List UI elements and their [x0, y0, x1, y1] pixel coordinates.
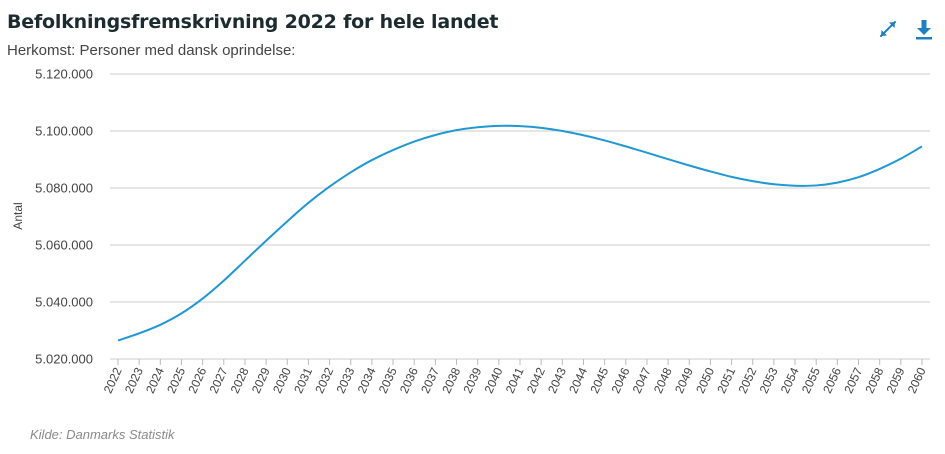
x-tick-label: 2044 — [566, 365, 590, 395]
x-axis-ticks: 2022202320242025202620272028202920302031… — [101, 359, 929, 395]
x-tick-label: 2048 — [651, 365, 675, 395]
x-tick-label: 2034 — [355, 365, 379, 395]
chart-title: Befolkningsfremskrivning 2022 for hele l… — [7, 11, 499, 33]
x-tick-label: 2041 — [503, 365, 527, 395]
y-tick-label: 5.080.000 — [35, 181, 93, 196]
x-tick-label: 2035 — [376, 365, 400, 395]
x-tick-label: 2045 — [587, 365, 611, 395]
grid-lines — [110, 73, 930, 360]
series-line — [117, 124, 923, 342]
x-tick-label: 2039 — [460, 365, 484, 395]
x-tick-label: 2052 — [735, 365, 759, 395]
series-lines — [117, 124, 923, 342]
x-tick-label: 2027 — [207, 365, 231, 395]
x-tick-label: 2056 — [820, 365, 844, 395]
x-tick-label: 2058 — [862, 365, 886, 395]
download-icon[interactable] — [913, 18, 935, 40]
x-tick-label: 2028 — [228, 365, 252, 395]
x-tick-label: 2022 — [101, 365, 125, 395]
x-tick-label: 2029 — [249, 365, 273, 395]
x-tick-label: 2030 — [270, 365, 294, 395]
x-tick-label: 2023 — [122, 365, 146, 395]
y-tick-label: 5.060.000 — [35, 238, 93, 253]
y-axis-title: Antal — [11, 202, 25, 229]
x-tick-label: 2049 — [672, 365, 696, 395]
x-tick-label: 2032 — [312, 365, 336, 395]
x-tick-label: 2033 — [333, 365, 357, 395]
y-tick-label: 5.100.000 — [35, 124, 93, 139]
x-tick-label: 2050 — [693, 365, 717, 395]
x-tick-label: 2051 — [714, 365, 738, 395]
expand-arrows-icon[interactable] — [877, 18, 899, 40]
x-tick-label: 2054 — [778, 365, 802, 395]
x-tick-label: 2047 — [630, 365, 654, 395]
x-tick-label: 2025 — [164, 365, 188, 395]
x-tick-label: 2037 — [418, 365, 442, 395]
x-tick-label: 2043 — [545, 365, 569, 395]
chart-toolbar — [877, 18, 935, 40]
x-tick-label: 2036 — [397, 365, 421, 395]
x-tick-label: 2053 — [757, 365, 781, 395]
x-tick-label: 2026 — [185, 365, 209, 395]
x-tick-label: 2060 — [905, 365, 929, 395]
y-tick-label: 5.020.000 — [35, 352, 93, 367]
x-tick-label: 2031 — [291, 365, 315, 395]
x-tick-label: 2024 — [143, 365, 167, 395]
x-tick-label: 2046 — [609, 365, 633, 395]
x-tick-label: 2057 — [841, 365, 865, 395]
chart-subtitle: Herkomst: Personer med dansk oprindelse: — [7, 42, 296, 59]
source-note: Kilde: Danmarks Statistik — [30, 427, 175, 442]
x-tick-label: 2055 — [799, 365, 823, 395]
x-tick-label: 2059 — [884, 365, 908, 395]
y-tick-label: 5.120.000 — [35, 67, 93, 82]
y-tick-label: 5.040.000 — [35, 295, 93, 310]
x-tick-label: 2038 — [439, 365, 463, 395]
y-axis-ticks: 5.020.000 5.040.000 5.060.000 5.080.000 5.10… — [35, 67, 93, 367]
x-tick-label: 2040 — [482, 365, 506, 395]
x-tick-label: 2042 — [524, 365, 548, 395]
